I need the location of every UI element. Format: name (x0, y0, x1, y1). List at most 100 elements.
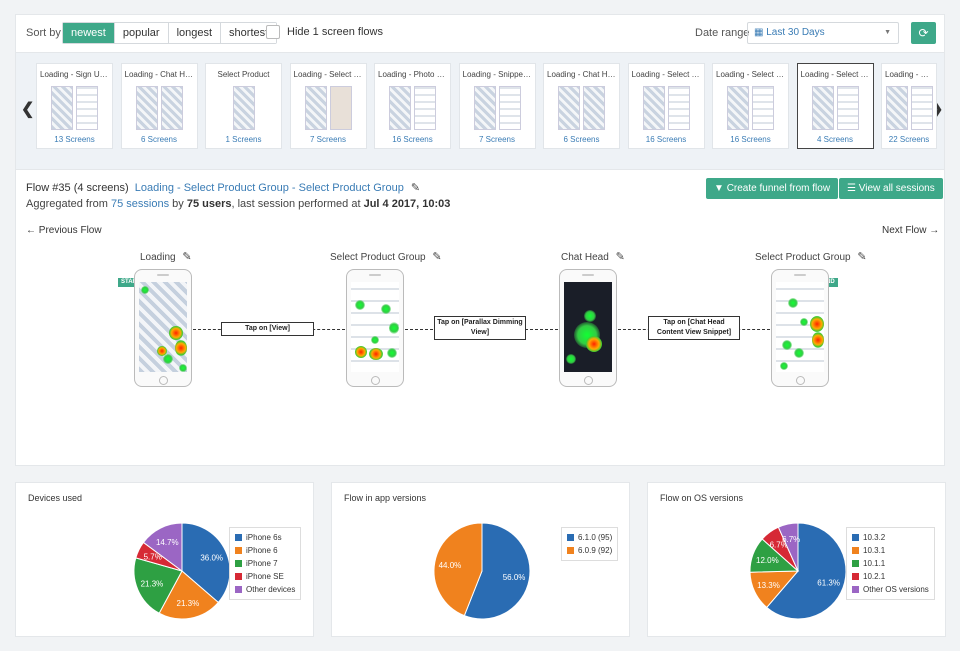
legend-item[interactable]: Other devices (235, 583, 295, 596)
calendar-icon: ▦ (754, 27, 764, 38)
pencil-icon[interactable]: ✎ (857, 251, 867, 263)
pie-slice[interactable] (142, 522, 183, 572)
flow-card[interactable]: Loading - Sign Up - S... 13 Screens (36, 63, 113, 149)
legend-label: iPhone 7 (246, 559, 278, 568)
heat-spot (794, 348, 804, 358)
sort-shortest-button[interactable]: shortest (220, 23, 277, 43)
pie-slice[interactable] (181, 522, 231, 604)
screen-label-4: Select Product Group ✎ (755, 250, 867, 263)
pie-slice[interactable] (433, 522, 483, 617)
refresh-button[interactable]: ⟳ (911, 22, 936, 44)
pie-slice[interactable] (133, 557, 183, 614)
legend-item[interactable]: iPhone 6s (235, 531, 295, 544)
flow-path-link[interactable]: Loading - Select Product Group - Select … (134, 182, 404, 194)
phone-home-button (159, 376, 168, 385)
flow-card-title: Loading - Select Prod... (885, 70, 936, 79)
pencil-icon[interactable]: ✎ (182, 251, 192, 263)
heat-spot (179, 364, 187, 372)
date-range-value: Last 30 Days (766, 27, 825, 38)
os-versions-chart-panel: Flow on OS versions 61.3% 13.3% 12.0% 6.7% 6… (647, 482, 946, 637)
app-versions-chart-panel: Flow in app versions 56.0% 44.0% 6.1.0 (9… (331, 482, 630, 637)
legend-item[interactable]: 10.1.1 (852, 557, 929, 570)
legend-item[interactable]: 6.1.0 (95) (567, 531, 612, 544)
pencil-icon[interactable]: ✎ (432, 251, 442, 263)
flow-card-title: Loading - Photo Previ... (378, 70, 450, 79)
chart-title: Devices used (28, 493, 83, 503)
screen-heatmap-1[interactable] (134, 269, 192, 387)
flow-card-thumbnails (375, 86, 450, 130)
screen-thumbnail (135, 86, 158, 130)
pie-slice[interactable] (766, 522, 847, 620)
flow-card-screens-count: 13 Screens (54, 135, 95, 144)
flow-card[interactable]: Select Product 1 Screens (205, 63, 282, 149)
action-tap-parallax[interactable]: Tap on [Parallax Dimming View] (434, 316, 526, 340)
sort-popular-button[interactable]: popular (113, 23, 168, 43)
action-tap-view[interactable]: Tap on [View] (221, 322, 314, 336)
chart-legend: 6.1.0 (95) 6.0.9 (92) (561, 527, 619, 561)
toolbar: Sort by newest popular longest shortest … (16, 15, 944, 52)
previous-flow-link[interactable]: ← Previous Flow (26, 225, 102, 236)
legend-label: iPhone 6 (246, 546, 278, 555)
hide-one-screen-toggle[interactable]: Hide 1 screen flows (266, 25, 383, 39)
screen-label-2: Select Product Group ✎ (330, 250, 442, 263)
chevron-left-icon[interactable]: ❮ (21, 101, 35, 118)
pencil-icon[interactable]: ✎ (410, 182, 421, 194)
heatmap-screen (139, 282, 187, 372)
heatmap-screen (564, 282, 612, 372)
pie-slice[interactable] (777, 522, 799, 572)
screen-thumbnail (558, 86, 580, 130)
flow-card[interactable]: Loading - Select Prod... 16 Screens (712, 63, 789, 149)
flow-card-thumbnails (122, 86, 197, 130)
legend-label: 10.3.1 (863, 546, 886, 555)
sessions-link[interactable]: 75 sessions (111, 198, 170, 210)
flow-card[interactable]: Loading - Chat Head ... 6 Screens (120, 63, 198, 149)
legend-item[interactable]: 10.3.1 (852, 544, 929, 557)
pie-slice[interactable] (158, 570, 219, 620)
flow-card[interactable]: Loading - Snippets - ... 7 Screens (458, 63, 536, 149)
view-all-sessions-button[interactable]: ☰ View all sessions (839, 178, 943, 199)
screen-heatmap-3[interactable] (559, 269, 617, 387)
screen-thumbnail (583, 86, 605, 130)
legend-item[interactable]: 10.3.2 (852, 531, 929, 544)
heat-spot (381, 304, 391, 314)
flow-card[interactable]: Loading - Chat Head ... 6 Screens (543, 63, 620, 149)
hide-checkbox[interactable] (266, 25, 280, 39)
flow-card[interactable]: Loading - Photo Previ... 16 Screens (374, 63, 451, 149)
screen-heatmap-2[interactable] (346, 269, 404, 387)
legend-item[interactable]: iPhone 6 (235, 544, 295, 557)
flow-card-title: Loading - Snippets - ... (462, 70, 535, 79)
legend-item[interactable]: 10.2.1 (852, 570, 929, 583)
flow-card[interactable]: Loading - Select Prod... 7 Screens (289, 63, 367, 149)
date-range-select[interactable]: ▦ Last 30 Days ▼ (747, 22, 899, 44)
legend-swatch (235, 547, 242, 554)
screen-thumbnail (329, 86, 352, 130)
action-tap-chat-head[interactable]: Tap on [Chat Head Content View Snippet] (648, 316, 740, 340)
screen-heatmap-4[interactable] (771, 269, 829, 387)
flow-card-thumbnails (291, 86, 366, 130)
heat-spot (800, 318, 808, 326)
date-range-label: Date range (695, 27, 750, 39)
flow-card-screens-count: 7 Screens (309, 135, 347, 144)
sort-longest-button[interactable]: longest (167, 23, 221, 43)
screen-thumbnail (836, 86, 859, 130)
legend-item[interactable]: iPhone 7 (235, 557, 295, 570)
slice-value-label: 61.3% (817, 578, 840, 587)
legend-item[interactable]: iPhone SE (235, 570, 295, 583)
legend-item[interactable]: Other OS versions (852, 583, 929, 596)
flow-card-thumbnails (544, 86, 619, 130)
next-flow-link[interactable]: Next Flow → (882, 225, 940, 236)
heat-spot (371, 336, 379, 344)
screen-thumbnail (910, 86, 933, 130)
legend-item[interactable]: 6.0.9 (92) (567, 544, 612, 557)
flow-card[interactable]: Loading - Select Prod... 4 Screens (796, 63, 874, 149)
start-badge: START (118, 278, 144, 287)
screen-label-1: Loading ✎ (140, 250, 192, 263)
sort-newest-button[interactable]: newest (63, 23, 114, 43)
pie-slice[interactable] (463, 522, 531, 620)
screen-thumbnail (885, 86, 908, 130)
legend-swatch (567, 547, 574, 554)
flow-card[interactable]: Loading - Select Prod... 16 Screens (627, 63, 705, 149)
create-funnel-button[interactable]: ▼ Create funnel from flow (706, 178, 839, 199)
pencil-icon[interactable]: ✎ (615, 251, 625, 263)
flow-card[interactable]: Loading - Select Prod... 22 Screens (881, 63, 937, 149)
